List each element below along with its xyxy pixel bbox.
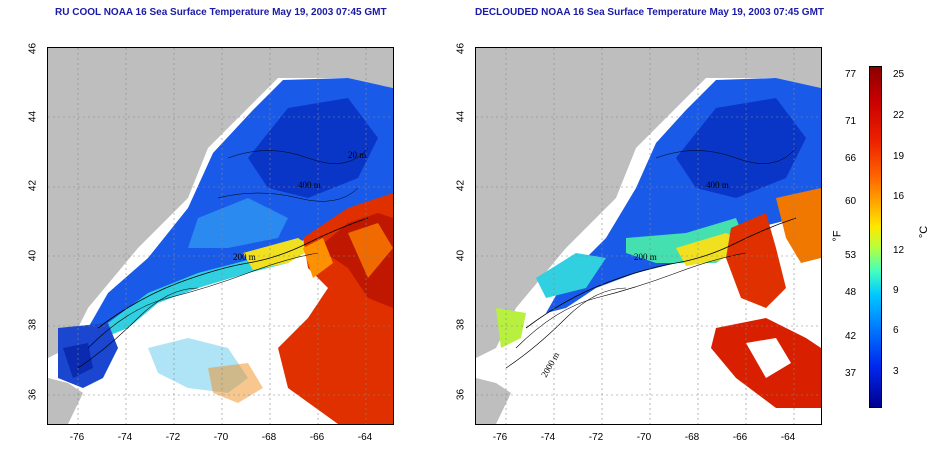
lon-tick: -66 bbox=[732, 432, 748, 443]
celsius-label: °C bbox=[918, 225, 931, 239]
fahrenheit-tick: 42 bbox=[845, 331, 857, 342]
contour-label: 200 m bbox=[634, 252, 657, 262]
temperature-colorbar bbox=[869, 66, 882, 408]
celsius-tick: 22 bbox=[893, 110, 905, 121]
lat-tick: 46 bbox=[27, 42, 39, 55]
celsius-tick: 6 bbox=[893, 325, 899, 336]
celsius-tick: 3 bbox=[893, 366, 899, 377]
celsius-tick: 16 bbox=[893, 191, 905, 202]
lon-tick: -70 bbox=[213, 432, 229, 443]
lon-tick: -66 bbox=[309, 432, 325, 443]
panel2-sst-image: 200 m 2000 m 400 m bbox=[476, 48, 821, 424]
celsius-tick: 9 bbox=[893, 285, 899, 296]
panel2-title: DECLOUDED NOAA 16 Sea Surface Temperatur… bbox=[475, 7, 825, 18]
lon-tick: -74 bbox=[540, 432, 556, 443]
lon-tick: -68 bbox=[684, 432, 700, 443]
lat-tick: 40 bbox=[455, 249, 467, 262]
fahrenheit-tick: 48 bbox=[845, 287, 857, 298]
fahrenheit-tick: 66 bbox=[845, 153, 857, 164]
lat-tick: 36 bbox=[455, 388, 467, 401]
lat-tick: 42 bbox=[455, 179, 467, 192]
lon-tick: -68 bbox=[261, 432, 277, 443]
contour-label: 400 m bbox=[298, 180, 321, 190]
lon-tick: -76 bbox=[492, 432, 508, 443]
fahrenheit-tick: 53 bbox=[845, 250, 857, 261]
lat-tick: 44 bbox=[27, 110, 39, 123]
lon-tick: -76 bbox=[69, 432, 85, 443]
fahrenheit-tick: 60 bbox=[845, 196, 857, 207]
lon-tick: -64 bbox=[357, 432, 373, 443]
contour-label: 20 m bbox=[348, 150, 366, 160]
lon-tick: -64 bbox=[780, 432, 796, 443]
fahrenheit-tick: 71 bbox=[845, 116, 857, 127]
lat-tick: 38 bbox=[27, 318, 39, 331]
panel1-sst-image: 200 m 400 m 20 m bbox=[48, 48, 393, 424]
panel1-title: RU COOL NOAA 16 Sea Surface Temperature … bbox=[55, 7, 387, 18]
celsius-tick: 19 bbox=[893, 151, 905, 162]
panel2-map[interactable]: 200 m 2000 m 400 m bbox=[475, 47, 822, 425]
lat-tick: 44 bbox=[455, 110, 467, 123]
contour-label: 200 m bbox=[233, 252, 256, 262]
fahrenheit-tick: 77 bbox=[845, 69, 857, 80]
lat-tick: 40 bbox=[27, 249, 39, 262]
contour-label: 400 m bbox=[706, 180, 729, 190]
lat-tick: 36 bbox=[27, 388, 39, 401]
lon-tick: -70 bbox=[636, 432, 652, 443]
celsius-tick: 12 bbox=[893, 245, 905, 256]
celsius-tick: 25 bbox=[893, 69, 905, 80]
fahrenheit-label: °F bbox=[831, 230, 844, 242]
lon-tick: -72 bbox=[588, 432, 604, 443]
lat-tick: 38 bbox=[455, 318, 467, 331]
lon-tick: -72 bbox=[165, 432, 181, 443]
panel1-map[interactable]: 200 m 400 m 20 m bbox=[47, 47, 394, 425]
lon-tick: -74 bbox=[117, 432, 133, 443]
lat-tick: 46 bbox=[455, 42, 467, 55]
fahrenheit-tick: 37 bbox=[845, 368, 857, 379]
lat-tick: 42 bbox=[27, 179, 39, 192]
